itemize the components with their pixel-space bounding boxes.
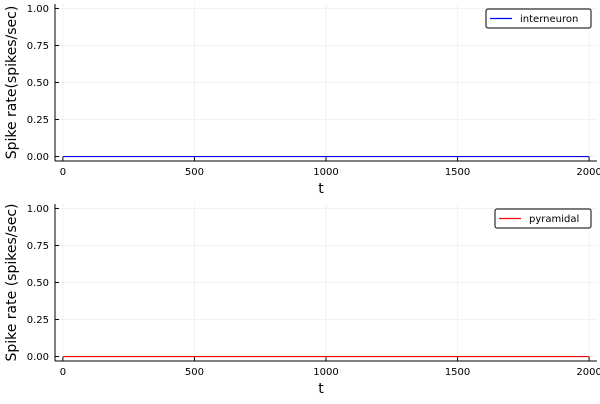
y-tick-label: 1.00 [27, 204, 49, 215]
x-axis-label: t [318, 181, 324, 197]
y-tick-label: 0.25 [27, 115, 49, 126]
y-tick-label: 0.00 [27, 352, 49, 363]
x-tick-label: 2000 [576, 367, 600, 378]
y-tick-label: 0.00 [27, 152, 49, 163]
chart-panel-pyramidal: 0 500 1000 1500 2000 0.00 0.25 0.50 0.75 1.00 t Spi… [4, 203, 600, 397]
x-tick-label: 0 [60, 167, 66, 178]
x-axis-label: t [318, 381, 324, 397]
legend: interneuron [485, 8, 592, 29]
x-tick-label: 1000 [313, 367, 338, 378]
x-tick-label: 2000 [576, 167, 600, 178]
y-axis-label: Spike rate (spikes/sec) [4, 203, 20, 361]
y-tick-label: 0.25 [27, 315, 49, 326]
x-tick-label: 1000 [313, 167, 338, 178]
x-tick-label: 500 [185, 367, 204, 378]
y-tick-label: 0.75 [27, 241, 49, 252]
x-tick-label: 1500 [445, 167, 470, 178]
y-axis-label: Spike rate(spikes/sec) [4, 6, 20, 160]
legend-label-interneuron: interneuron [520, 14, 578, 25]
legend-box [485, 8, 592, 29]
y-tick-label: 1.00 [27, 4, 49, 15]
y-tick-label: 0.50 [27, 78, 49, 89]
y-tick-label: 0.50 [27, 278, 49, 289]
legend-label-pyramidal: pyramidal [529, 214, 579, 225]
chart-panel-interneuron: 0 500 1000 1500 2000 0.00 0.25 0.50 0.75 1.00 t Spi… [4, 4, 600, 197]
x-tick-label: 500 [185, 167, 204, 178]
y-tick-label: 0.75 [27, 41, 49, 52]
legend: pyramidal [494, 208, 592, 229]
x-tick-label: 0 [60, 367, 66, 378]
legend-box [494, 208, 592, 229]
x-tick-label: 1500 [445, 367, 470, 378]
